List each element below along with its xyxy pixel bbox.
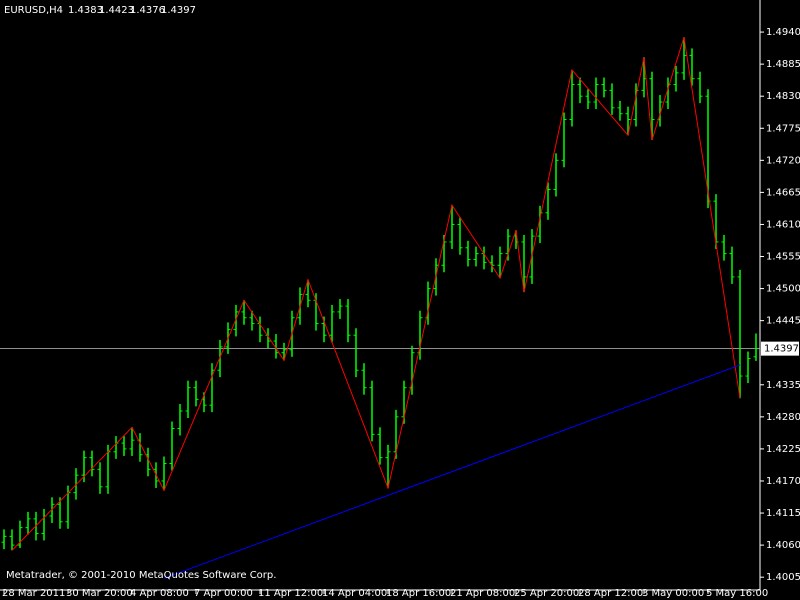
x-tick-label: 4 Apr 08:00 xyxy=(130,588,189,599)
y-tick-label: 1.4775 xyxy=(766,123,800,134)
x-tick-label: 28 Apr 12:00 xyxy=(578,588,643,599)
header-close: 1.4397 xyxy=(161,5,196,16)
footer: Metatrader, © 2001-2010 MetaQuotes Softw… xyxy=(6,570,276,581)
x-tick-label: 25 Apr 20:00 xyxy=(514,588,579,599)
x-tick-label: 14 Apr 04:00 xyxy=(322,588,387,599)
x-tick-label: 7 Apr 00:00 xyxy=(194,588,253,599)
y-tick-label: 1.4445 xyxy=(766,316,800,327)
y-tick-label: 1.4830 xyxy=(766,91,800,102)
y-tick-label: 1.4060 xyxy=(766,540,800,551)
y-tick-label: 1.4005 xyxy=(766,572,800,583)
y-tick-label: 1.4940 xyxy=(766,27,800,38)
y-tick-label: 1.4115 xyxy=(766,508,800,519)
x-tick-label: 21 Apr 08:00 xyxy=(450,588,515,599)
zigzag-line xyxy=(11,37,741,551)
y-tick-label: 1.4720 xyxy=(766,155,800,166)
price-label: 1.4397 xyxy=(764,344,799,355)
x-tick-label: 5 May 16:00 xyxy=(706,588,768,599)
chart-title: EURUSD,H4 xyxy=(4,5,63,16)
x-tick-label: 3 May 00:00 xyxy=(642,588,704,599)
x-tick-label: 11 Apr 12:00 xyxy=(258,588,323,599)
y-tick-label: 1.4500 xyxy=(766,284,800,295)
y-tick-label: 1.4885 xyxy=(766,59,800,70)
y-tick-label: 1.4225 xyxy=(766,444,800,455)
header-low: 1.4376 xyxy=(130,5,165,16)
x-tick-label: 28 Mar 2011 xyxy=(2,588,65,599)
y-tick-label: 1.4335 xyxy=(766,380,800,391)
y-tick-label: 1.4170 xyxy=(766,476,800,487)
y-tick-label: 1.4280 xyxy=(766,412,800,423)
x-tick-label: 18 Apr 16:00 xyxy=(386,588,451,599)
price-label-box xyxy=(761,341,799,356)
y-tick-label: 1.4610 xyxy=(766,219,800,230)
trend-line xyxy=(163,364,741,579)
header-high: 1.4423 xyxy=(99,5,134,16)
y-tick-label: 1.4665 xyxy=(766,187,800,198)
x-tick-label: 30 Mar 20:00 xyxy=(66,588,133,599)
header-open: 1.4383 xyxy=(68,5,103,16)
y-tick-label: 1.4555 xyxy=(766,252,800,263)
